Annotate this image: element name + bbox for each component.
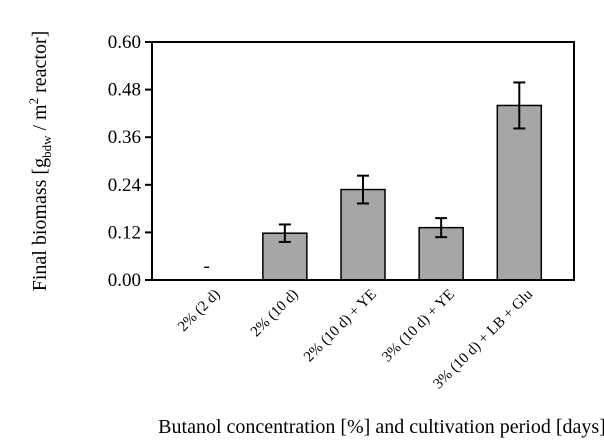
x-axis: 2% (2 d) 2% (10 d) 2% (10 d) + YE 3% (10 d)… [175, 286, 536, 392]
bar [496, 104, 543, 281]
x-tick-label: 2% (10 d) [248, 287, 302, 341]
y-tick-label: 0.00 [108, 270, 141, 291]
y-tick-label: 0.48 [108, 80, 141, 101]
y-axis-label: Final biomass [gbdw / m2 reactor] [26, 31, 54, 292]
y-tick-label: 0.12 [108, 222, 141, 243]
x-axis-label: Butanol concentration [%] and cultivatio… [158, 416, 604, 438]
x-tick-label: 2% (10 d) + YE [301, 287, 380, 366]
y-axis-label-middle: / m [29, 104, 51, 136]
bars-layer [262, 104, 543, 281]
y-axis-label-superscript: 2 [26, 98, 41, 105]
y-axis: 0.00 0.12 0.24 0.36 0.48 0.60 [108, 32, 152, 291]
y-axis-label-suffix: reactor] [29, 31, 51, 98]
y-tick-label: 0.24 [108, 175, 142, 196]
y-tick-label: 0.60 [108, 32, 141, 53]
no-growth-annotation: - [204, 256, 210, 277]
y-axis-label-subscript: bdw [39, 135, 54, 158]
x-tick-label: 2% (2 d) [175, 287, 223, 335]
plot-frame [151, 41, 575, 281]
y-tick-label: 0.36 [108, 127, 141, 148]
x-tick-label: 3% (10 d) + YE [379, 287, 458, 366]
bar [340, 188, 386, 281]
annotations-layer: - [204, 256, 210, 277]
error-bars-layer [278, 81, 526, 243]
y-axis-label-prefix: Final biomass [g [29, 158, 51, 291]
